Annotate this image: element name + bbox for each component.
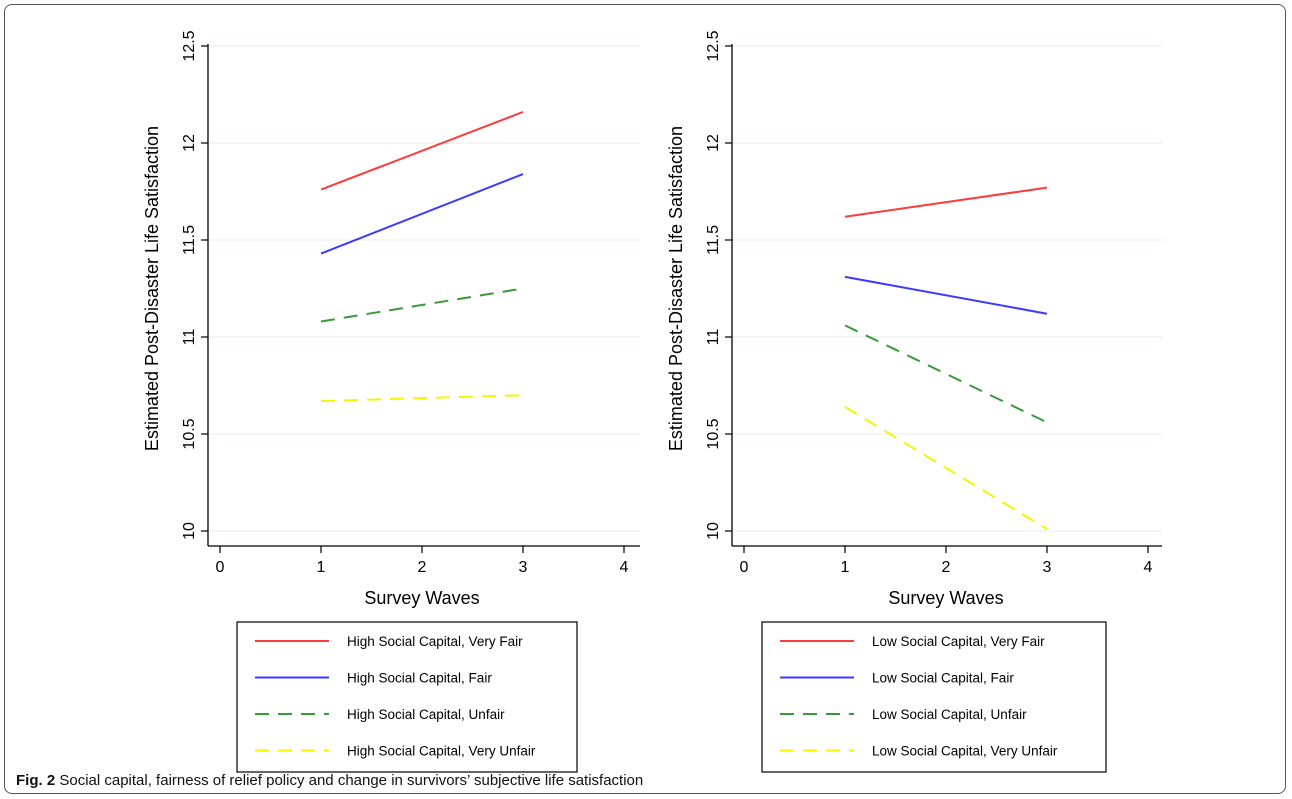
x-tick-label: 4: [620, 559, 629, 576]
series-line-2: [320, 173, 524, 255]
legend-label-1: Low Social Capital, Very Fair: [872, 634, 1045, 649]
x-tick-label: 4: [1144, 559, 1153, 576]
x-tick-label: 3: [1043, 559, 1052, 576]
legend-label-2: Low Social Capital, Fair: [872, 671, 1014, 686]
legend-box: [761, 621, 1107, 773]
series-line-2: [844, 275, 1048, 315]
x-tick-label: 3: [519, 559, 528, 576]
figure-caption: Fig. 2 Social capital, fairness of relie…: [16, 772, 643, 789]
x-tick-label: 0: [740, 559, 749, 576]
y-tick-label: 10: [181, 522, 198, 540]
y-tick-label: 12.5: [181, 30, 198, 61]
x-tick-label: 0: [216, 559, 225, 576]
series-line-4: [844, 405, 1048, 530]
caption-text: Social capital, fairness of relief polic…: [59, 772, 644, 789]
caption-label: Fig. 2: [16, 772, 56, 789]
legend: Low Social Capital, Very Fair Low Social …: [761, 621, 1107, 773]
x-tick-label: 1: [317, 559, 326, 576]
x-tick-label: 2: [418, 559, 427, 576]
series-line-4: [320, 394, 524, 403]
y-tick-label: 12: [705, 134, 722, 152]
x-tick-label: 2: [942, 559, 951, 576]
series-line-1: [320, 111, 524, 191]
x-axis-title: Survey Waves: [364, 588, 479, 608]
legend-label-4: Low Social Capital, Very Unfair: [872, 744, 1058, 759]
y-tick-label: 11.5: [705, 225, 722, 255]
y-tick-label: 11: [181, 329, 198, 346]
legend-box: [236, 621, 578, 773]
x-axis-title: Survey Waves: [888, 588, 1003, 608]
y-tick-label: 12: [181, 134, 198, 152]
y-tick-label: 10: [705, 522, 722, 540]
legend-label-3: High Social Capital, Unfair: [347, 707, 505, 722]
legend-label-2: High Social Capital, Fair: [347, 671, 492, 686]
y-tick-label: 11.5: [181, 225, 198, 255]
legend-label-1: High Social Capital, Very Fair: [347, 634, 523, 649]
legend-label-3: Low Social Capital, Unfair: [872, 707, 1027, 722]
y-axis-title: Estimated Post-Disaster Life Satisfactio…: [666, 126, 686, 451]
series-line-3: [844, 324, 1048, 424]
legend-label-4: High Social Capital, Very Unfair: [347, 744, 536, 759]
legend: High Social Capital, Very Fair High Socia…: [236, 621, 578, 773]
y-axis-title: Estimated Post-Disaster Life Satisfactio…: [142, 126, 162, 451]
x-tick-label: 1: [841, 559, 850, 576]
y-tick-label: 10.5: [181, 418, 198, 449]
series-line-1: [844, 186, 1048, 218]
y-tick-label: 11: [705, 329, 722, 346]
y-tick-label: 10.5: [705, 418, 722, 449]
y-tick-label: 12.5: [705, 30, 722, 61]
series-line-3: [320, 287, 524, 323]
